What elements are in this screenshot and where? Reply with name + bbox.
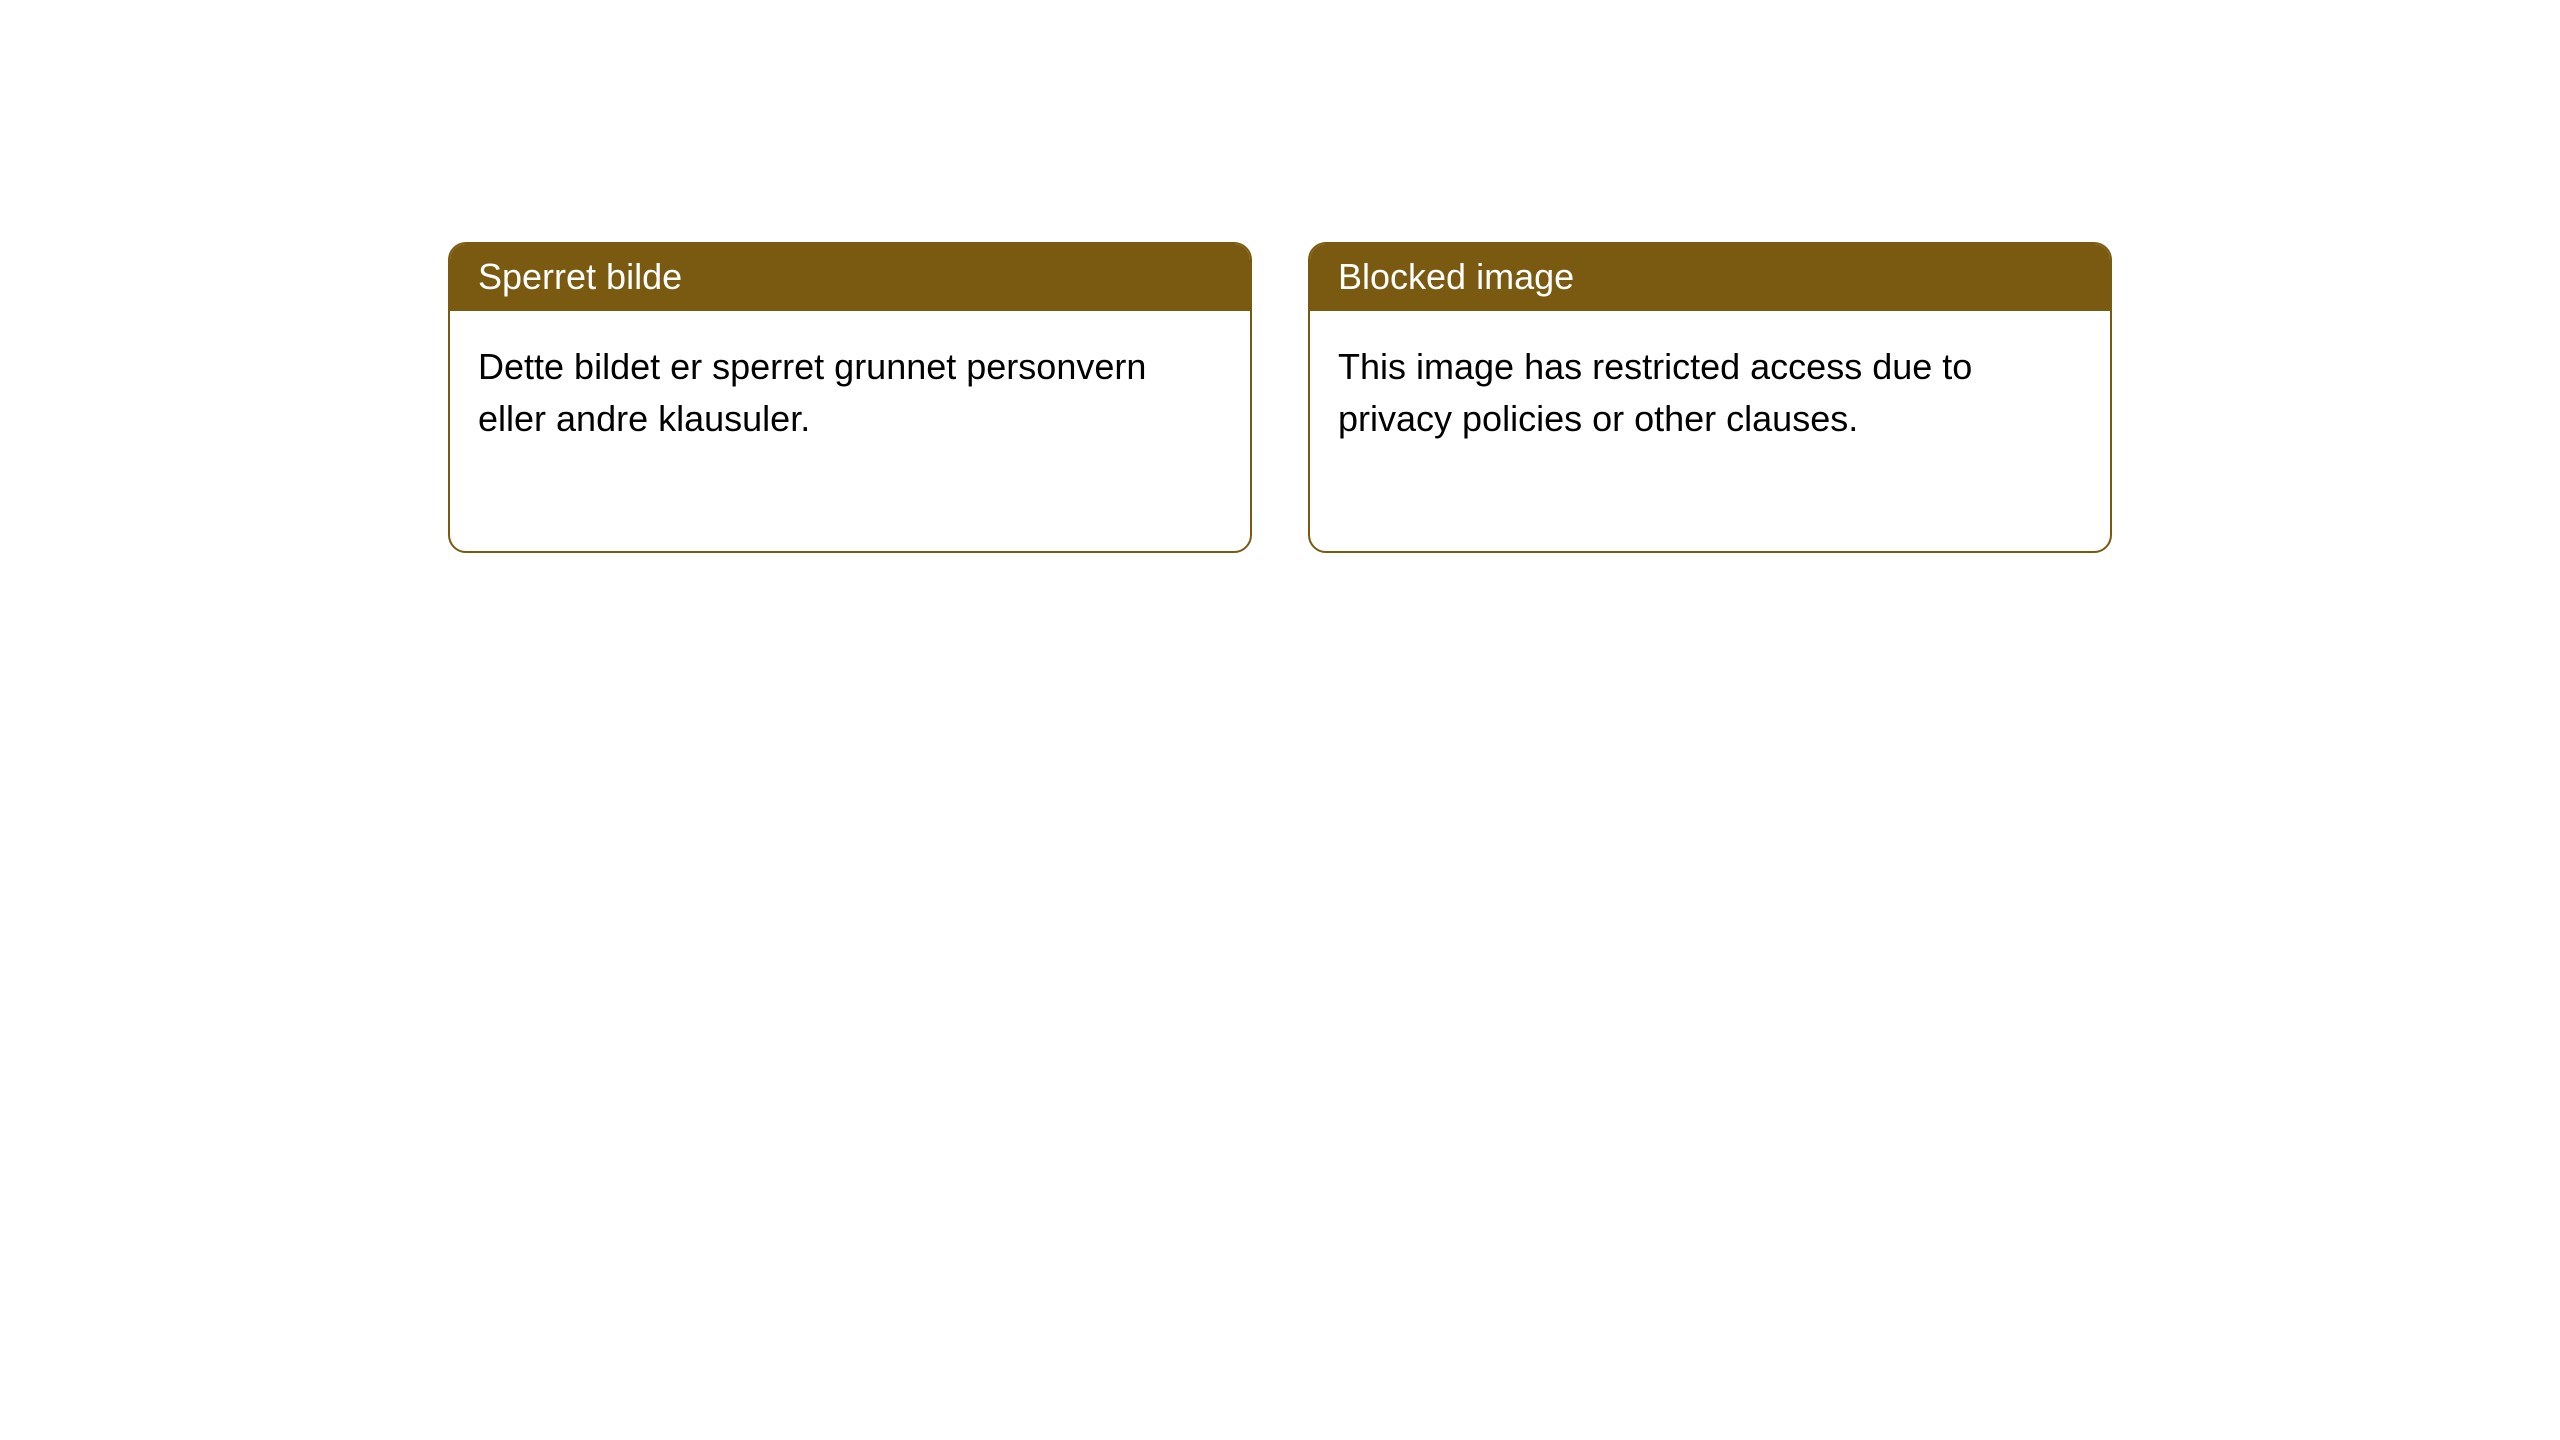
notice-card-english: Blocked image This image has restricted … (1308, 242, 2112, 553)
notice-title: Blocked image (1310, 244, 2110, 311)
notice-card-norwegian: Sperret bilde Dette bildet er sperret gr… (448, 242, 1252, 553)
notice-title: Sperret bilde (450, 244, 1250, 311)
blocked-image-notices: Sperret bilde Dette bildet er sperret gr… (448, 242, 2560, 553)
notice-body: Dette bildet er sperret grunnet personve… (450, 311, 1250, 551)
notice-body: This image has restricted access due to … (1310, 311, 2110, 551)
